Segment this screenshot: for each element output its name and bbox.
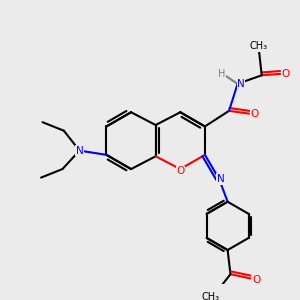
Text: N: N xyxy=(217,174,224,184)
Text: O: O xyxy=(252,275,260,285)
Text: CH₃: CH₃ xyxy=(250,41,268,51)
Text: N: N xyxy=(76,146,83,156)
Text: H: H xyxy=(218,69,226,79)
Text: CH₃: CH₃ xyxy=(202,292,220,300)
Text: O: O xyxy=(282,69,290,79)
Text: O: O xyxy=(250,109,259,119)
Text: N: N xyxy=(237,79,245,89)
Text: O: O xyxy=(176,166,184,176)
